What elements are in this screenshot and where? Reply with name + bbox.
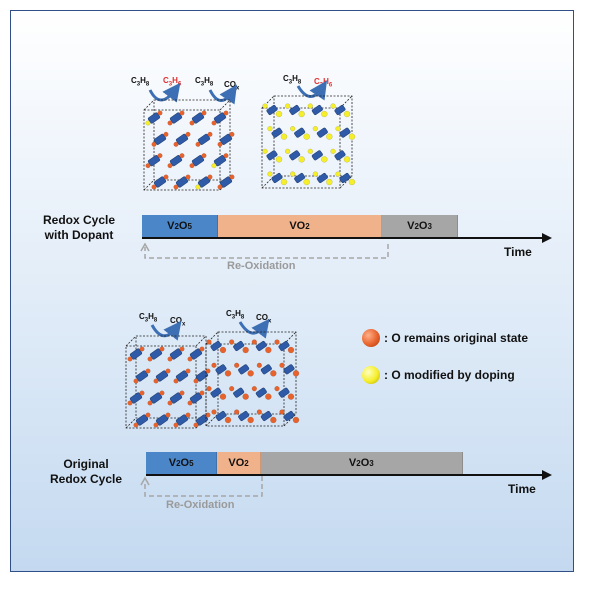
top-reoxidation-label: Re-Oxidation [227,260,296,272]
bottom-timeline: V 2 O 5 VO 2 V 2 O 3 [146,452,552,482]
bottom-arrow-1 [150,320,182,341]
top-time-arrow-icon [542,233,552,243]
bottom-curved-arrows [150,318,270,341]
bottom-time-arrow-icon [542,470,552,480]
bottom-right-crystal-structure [205,331,300,427]
legend-original-oxygen-text: : O remains original state [384,331,529,345]
top-molecule-3: C3H8 [195,76,214,88]
bottom-time-label: Time [508,482,536,496]
legend-modified-oxygen: : O modified by doping [362,366,515,384]
top-timeline: V 2 O 5 VO 2 V 2 O 3 [142,215,552,245]
bottom-molecule-1: C3H8 [139,312,158,324]
top-arrow-2 [208,84,237,105]
top-right-crystal-structure [261,95,356,189]
top-arrow-3 [296,80,327,101]
top-molecule-5: C3H8 [283,74,302,86]
top-cycle-label-line1: Redox Cycle [42,213,116,227]
top-molecule-4: COx [224,80,240,92]
bottom-cycle-label-line1: Original [63,457,109,471]
bottom-left-crystal-structure [125,335,211,429]
bottom-cycle-label: Original Redox Cycle [38,457,134,487]
top-time-axis [142,237,542,239]
top-cycle-label: Redox Cycle with Dopant [30,213,128,243]
bottom-cycle-label-line2: Redox Cycle [49,472,123,486]
top-molecule-1: C3H8 [131,76,150,88]
legend-original-oxygen: : O remains original state [362,329,528,347]
bottom-reoxidation-label: Re-Oxidation [166,499,235,511]
yellow-sphere-icon [362,366,380,384]
bottom-time-axis [146,474,542,476]
orange-sphere-icon [362,329,380,347]
top-left-crystal-structure [143,99,235,191]
bottom-molecule-2: COx [170,316,186,328]
bottom-segment-2: VO 2 [217,452,261,474]
top-time-label: Time [504,245,532,259]
bottom-arrow-2 [238,318,270,339]
top-segment-2: VO 2 [218,215,382,237]
bottom-molecule-4: COx [256,313,272,325]
bottom-molecule-3: C3H8 [226,309,245,321]
top-cycle-label-line2: with Dopant [44,228,114,242]
figure-panel [10,10,574,572]
legend-modified-oxygen-text: : O modified by doping [384,368,515,382]
